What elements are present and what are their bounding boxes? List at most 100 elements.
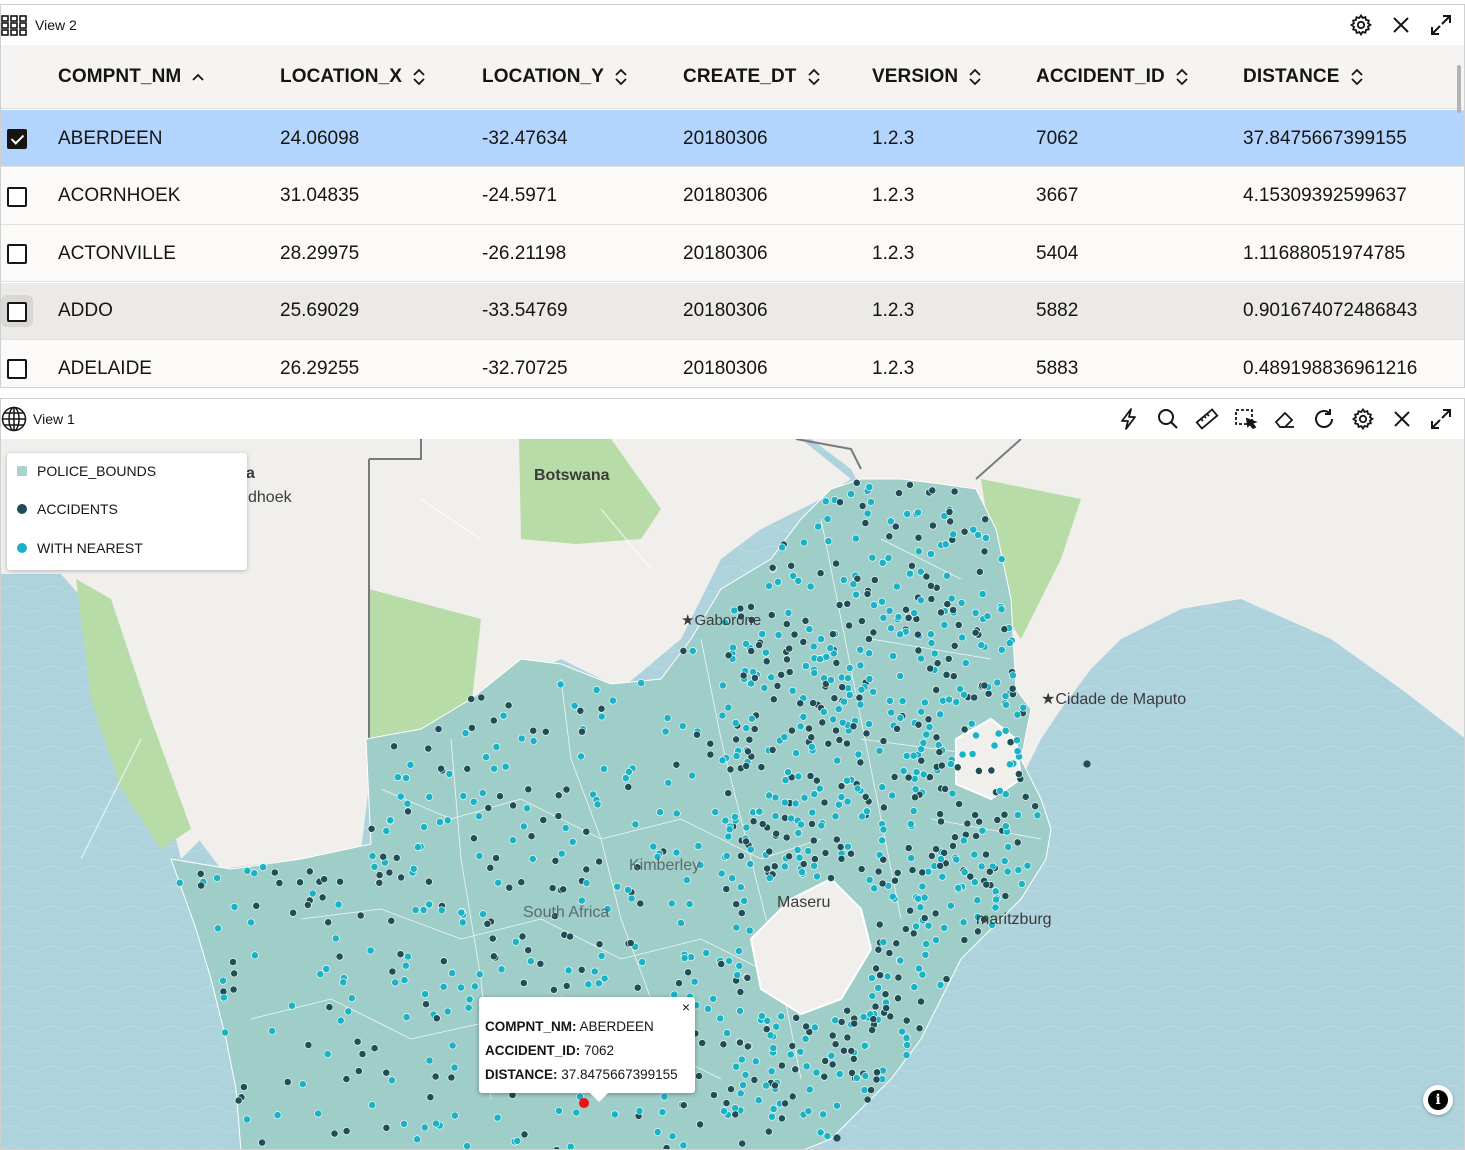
accident-point[interactable] bbox=[732, 1062, 740, 1071]
accident-point[interactable] bbox=[597, 952, 606, 960]
accident-point[interactable] bbox=[541, 727, 550, 736]
accident-point[interactable] bbox=[840, 1046, 848, 1055]
accident-point[interactable] bbox=[829, 649, 838, 658]
accident-point[interactable] bbox=[1017, 879, 1026, 888]
accident-point[interactable] bbox=[783, 655, 791, 664]
accident-point[interactable] bbox=[855, 693, 864, 702]
accident-point[interactable] bbox=[960, 868, 969, 877]
accident-point[interactable] bbox=[922, 730, 931, 739]
accident-point[interactable] bbox=[878, 836, 886, 845]
accident-point[interactable] bbox=[467, 695, 476, 703]
accident-point[interactable] bbox=[971, 811, 979, 819]
accident-point[interactable] bbox=[450, 1111, 459, 1120]
accident-point[interactable] bbox=[576, 706, 585, 715]
accident-point[interactable] bbox=[903, 1041, 911, 1049]
accident-point[interactable] bbox=[765, 874, 774, 882]
accident-point[interactable] bbox=[927, 851, 936, 860]
accident-point[interactable] bbox=[894, 994, 902, 1003]
accident-point[interactable] bbox=[805, 625, 814, 634]
accident-point[interactable] bbox=[853, 784, 862, 793]
accident-point[interactable] bbox=[450, 1063, 459, 1072]
accident-point[interactable] bbox=[815, 784, 824, 793]
accident-point[interactable] bbox=[914, 630, 922, 639]
accident-point[interactable] bbox=[834, 705, 843, 713]
accident-point[interactable] bbox=[800, 793, 809, 802]
accident-point[interactable] bbox=[787, 561, 796, 570]
settings-icon[interactable] bbox=[1348, 404, 1378, 434]
accident-point[interactable] bbox=[861, 792, 870, 801]
accident-point[interactable] bbox=[896, 956, 905, 965]
accident-point[interactable] bbox=[780, 798, 789, 807]
accident-point[interactable] bbox=[952, 697, 961, 706]
accident-point[interactable] bbox=[920, 914, 929, 922]
accident-point[interactable] bbox=[828, 1060, 837, 1069]
column-header-version[interactable]: VERSION bbox=[872, 45, 982, 109]
accident-point[interactable] bbox=[1013, 736, 1021, 745]
accident-point[interactable] bbox=[758, 630, 767, 638]
accident-point[interactable] bbox=[738, 1139, 747, 1148]
accident-point[interactable] bbox=[443, 816, 452, 825]
accident-point[interactable] bbox=[837, 793, 846, 801]
accident-point[interactable] bbox=[935, 748, 944, 756]
accident-point[interactable] bbox=[536, 959, 545, 968]
accident-point[interactable] bbox=[379, 852, 388, 861]
accident-point[interactable] bbox=[908, 866, 917, 874]
accident-point[interactable] bbox=[863, 807, 871, 816]
accident-point[interactable] bbox=[950, 641, 959, 650]
accident-point[interactable] bbox=[1006, 760, 1014, 769]
accident-point[interactable] bbox=[984, 689, 993, 698]
accident-point[interactable] bbox=[493, 1113, 502, 1122]
accident-point[interactable] bbox=[175, 878, 184, 887]
accident-point[interactable] bbox=[724, 832, 733, 841]
accident-point[interactable] bbox=[992, 895, 1000, 904]
accident-point[interactable] bbox=[402, 1013, 411, 1022]
accident-point[interactable] bbox=[784, 768, 792, 777]
accident-point[interactable] bbox=[975, 817, 984, 826]
accident-point[interactable] bbox=[874, 945, 883, 954]
accident-point[interactable] bbox=[653, 1128, 662, 1136]
accident-point[interactable] bbox=[940, 848, 949, 857]
table-row[interactable]: ABERDEEN 24.06098 -32.47634 20180306 1.2.3 70… bbox=[1, 110, 1464, 167]
accident-point[interactable] bbox=[751, 1057, 760, 1066]
accident-point[interactable] bbox=[832, 726, 840, 735]
accident-point[interactable] bbox=[582, 827, 591, 836]
accident-point[interactable] bbox=[409, 864, 418, 873]
accident-point[interactable] bbox=[739, 1081, 747, 1089]
accident-point[interactable] bbox=[830, 694, 839, 703]
accident-point[interactable] bbox=[972, 731, 980, 740]
accident-point[interactable] bbox=[927, 595, 936, 603]
accident-point[interactable] bbox=[322, 965, 331, 973]
accident-point[interactable] bbox=[802, 1062, 811, 1071]
accident-point[interactable] bbox=[517, 878, 526, 887]
accident-point[interactable] bbox=[718, 711, 727, 720]
accident-point[interactable] bbox=[296, 878, 304, 887]
accident-point[interactable] bbox=[214, 924, 222, 933]
accident-point[interactable] bbox=[687, 953, 695, 962]
accident-point[interactable] bbox=[706, 739, 715, 748]
accident-point[interactable] bbox=[856, 661, 865, 670]
close-icon[interactable] bbox=[1386, 10, 1416, 40]
accident-point[interactable] bbox=[937, 608, 945, 617]
accident-point[interactable] bbox=[891, 876, 899, 885]
accident-point[interactable] bbox=[434, 725, 443, 733]
accident-point[interactable] bbox=[763, 1016, 772, 1025]
accident-point[interactable] bbox=[582, 879, 591, 887]
accident-point[interactable] bbox=[1002, 700, 1010, 709]
accident-point[interactable] bbox=[849, 580, 858, 589]
accident-point[interactable] bbox=[798, 868, 806, 876]
accident-point[interactable] bbox=[926, 664, 935, 673]
accident-point[interactable] bbox=[1083, 760, 1091, 768]
accident-point[interactable] bbox=[749, 817, 758, 826]
accident-point[interactable] bbox=[953, 763, 962, 772]
accident-point[interactable] bbox=[419, 905, 428, 914]
accident-point[interactable] bbox=[769, 1105, 778, 1113]
accident-point[interactable] bbox=[693, 730, 701, 739]
accident-point[interactable] bbox=[892, 939, 901, 948]
accident-point[interactable] bbox=[896, 672, 905, 680]
accident-point[interactable] bbox=[833, 1134, 841, 1142]
accident-point[interactable] bbox=[1001, 892, 1010, 900]
accident-point[interactable] bbox=[755, 641, 763, 649]
accident-point[interactable] bbox=[927, 639, 936, 647]
accident-point[interactable] bbox=[411, 906, 420, 914]
accident-point[interactable] bbox=[914, 533, 923, 542]
